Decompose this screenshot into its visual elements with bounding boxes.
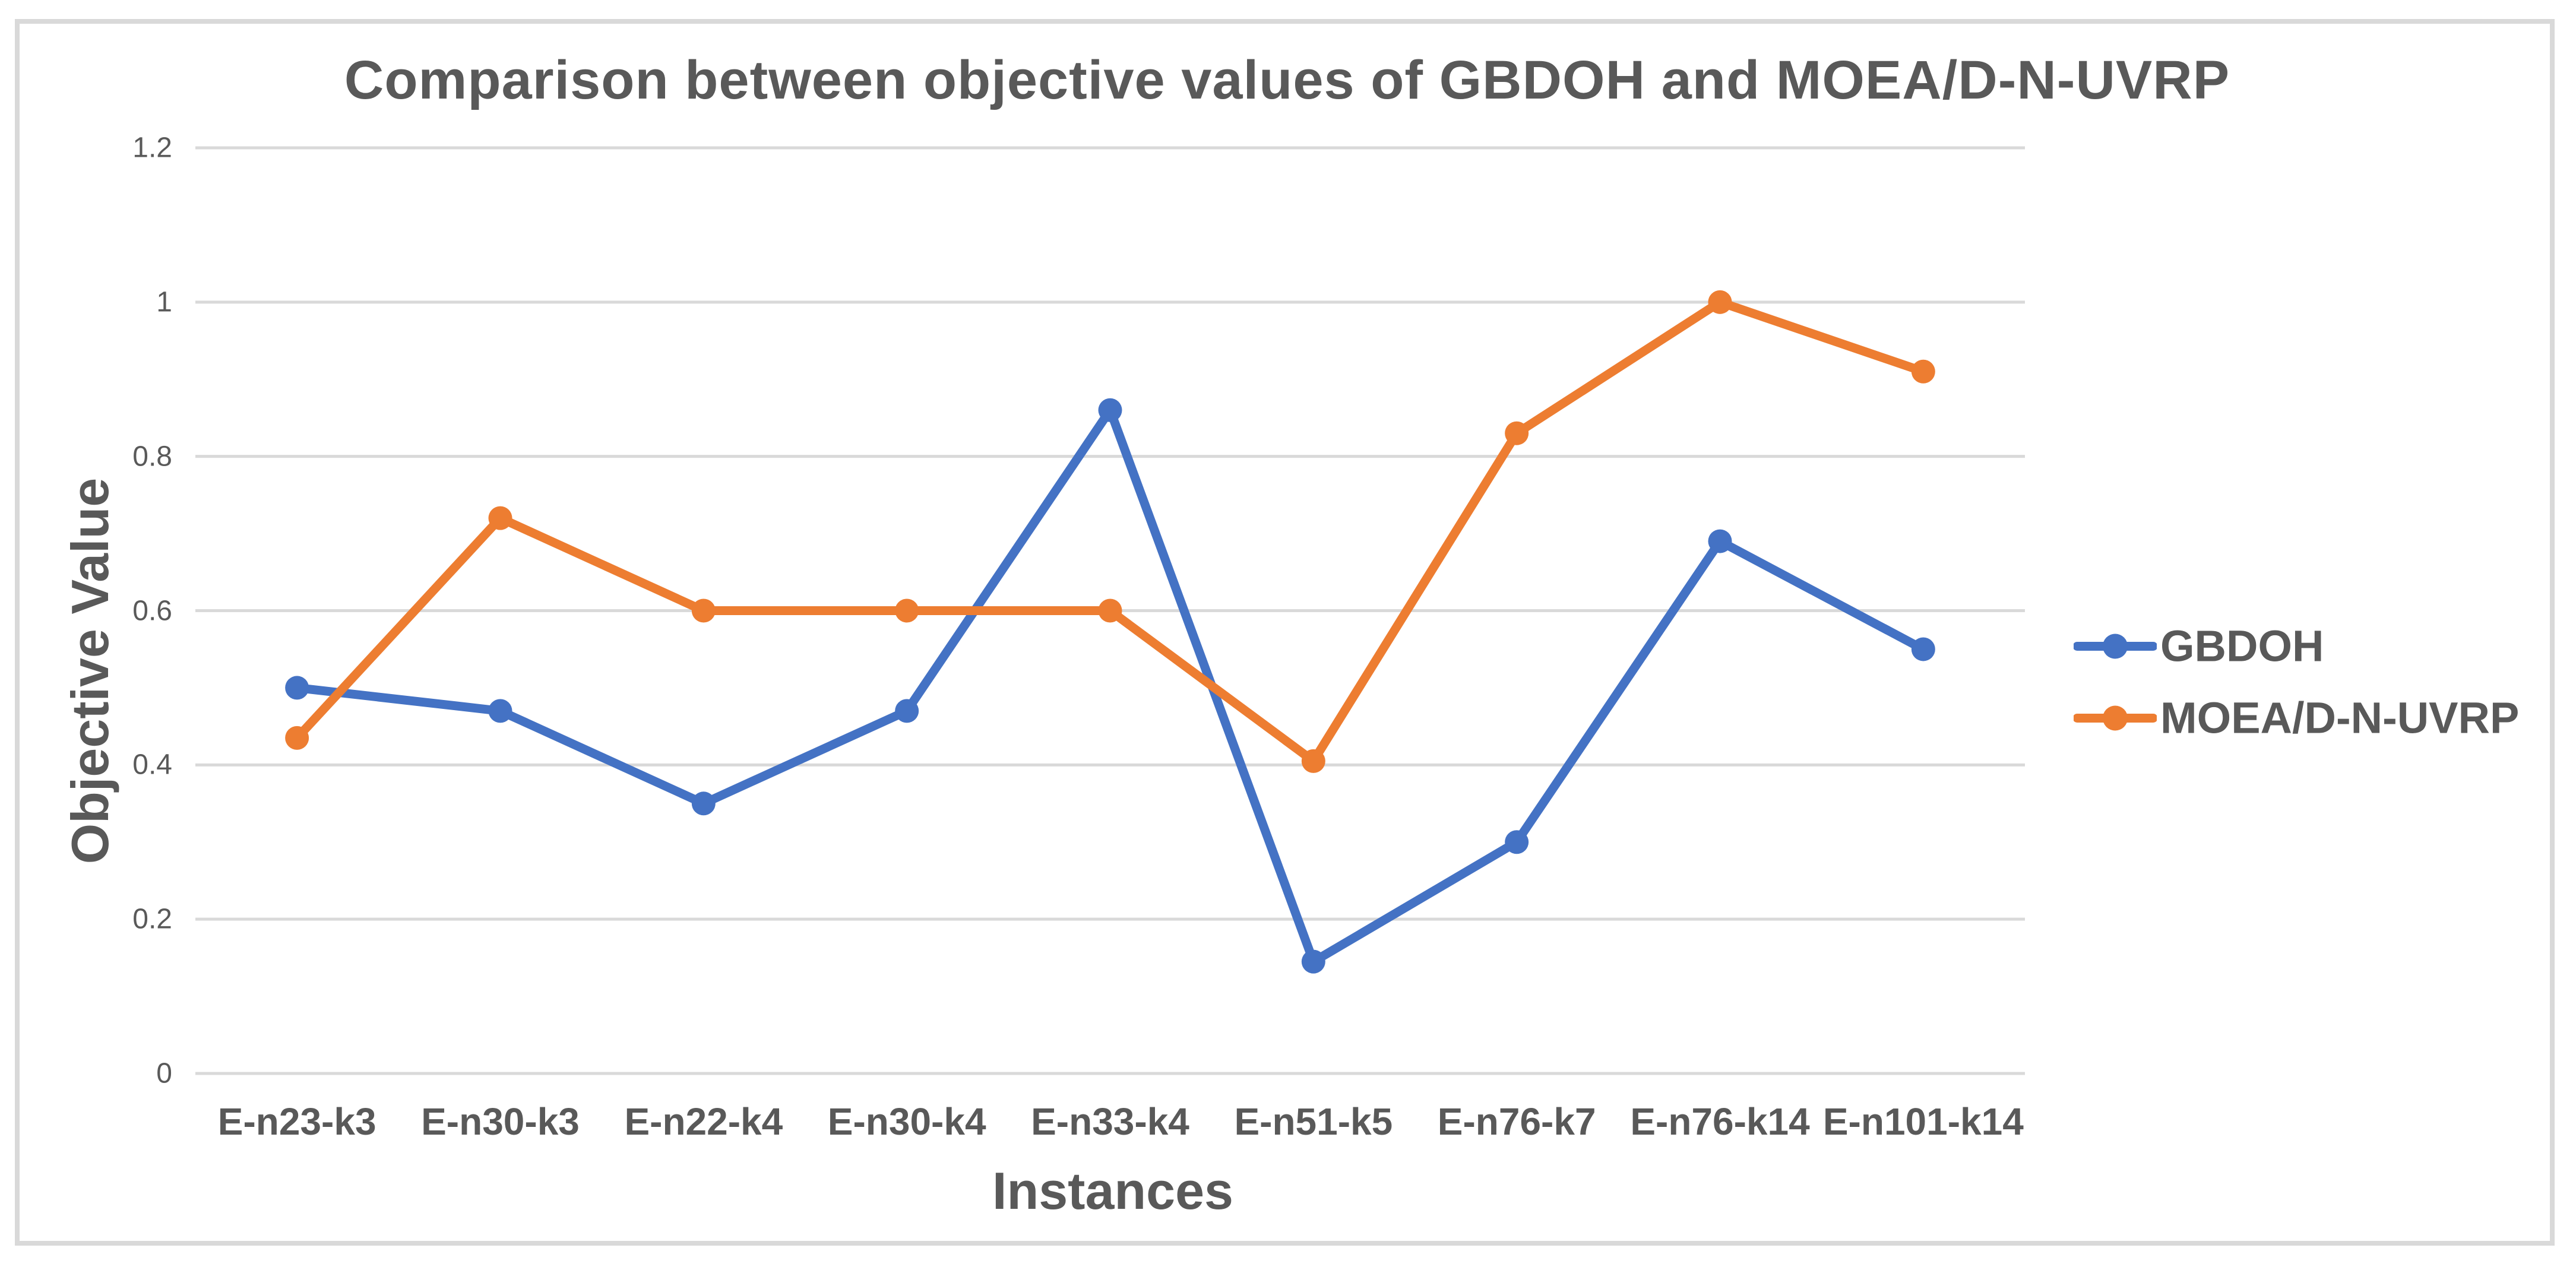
chart-frame-border bbox=[15, 19, 2555, 1246]
y-tick-label: 0 bbox=[156, 1057, 172, 1090]
x-tick-label: E-n30-k4 bbox=[827, 1100, 986, 1143]
legend-line-marker-icon bbox=[2074, 705, 2157, 730]
x-tick-label: E-n76-k7 bbox=[1437, 1100, 1596, 1143]
x-tick-label: E-n22-k4 bbox=[624, 1100, 783, 1143]
data-point-marker bbox=[1708, 290, 1732, 314]
data-point-marker bbox=[1505, 830, 1529, 854]
legend-item-moead-n-uvrp: MOEA/D-N-UVRP bbox=[2074, 693, 2519, 743]
data-point-marker bbox=[691, 791, 716, 816]
data-point-marker bbox=[1098, 398, 1122, 422]
y-tick-label: 0.8 bbox=[132, 441, 172, 473]
chart-title: Comparison between objective values of G… bbox=[344, 50, 2230, 110]
y-tick-label: 0.4 bbox=[132, 749, 172, 781]
series-line-0 bbox=[292, 406, 1928, 967]
data-point-marker bbox=[285, 726, 309, 750]
legend-label-moead-n-uvrp: MOEA/D-N-UVRP bbox=[2160, 693, 2520, 743]
data-point-marker bbox=[488, 506, 512, 530]
data-point-marker bbox=[1708, 529, 1732, 553]
y-axis-title: Objective Value bbox=[61, 477, 119, 864]
data-point-marker bbox=[488, 699, 512, 723]
legend-label-gbdoh: GBDOH bbox=[2160, 621, 2324, 671]
data-point-marker bbox=[895, 598, 919, 623]
series-line-1 bbox=[292, 297, 1928, 766]
y-tick-label: 0.2 bbox=[132, 903, 172, 935]
data-point-marker bbox=[1911, 637, 1935, 661]
data-point-marker bbox=[1098, 598, 1122, 623]
legend-item-gbdoh: GBDOH bbox=[2074, 621, 2324, 672]
data-point-marker bbox=[1301, 949, 1325, 974]
data-point-marker bbox=[895, 699, 919, 723]
x-axis-title: Instances bbox=[992, 1161, 1233, 1220]
data-point-marker bbox=[1301, 749, 1325, 773]
x-tick-label: E-n23-k3 bbox=[217, 1100, 376, 1143]
data-point-marker bbox=[1505, 421, 1529, 445]
y-tick-label: 1 bbox=[156, 286, 172, 318]
y-tick-label: 0.6 bbox=[132, 595, 172, 626]
y-tick-label: 1.2 bbox=[132, 132, 172, 164]
x-tick-label: E-n101-k14 bbox=[1822, 1100, 2024, 1143]
legend-line-marker-icon bbox=[2074, 634, 2157, 658]
data-point-marker bbox=[1911, 359, 1935, 384]
x-tick-label: E-n76-k14 bbox=[1630, 1100, 1810, 1143]
data-point-marker bbox=[285, 676, 309, 700]
data-point-marker bbox=[691, 598, 716, 623]
x-tick-label: E-n33-k4 bbox=[1031, 1100, 1189, 1143]
x-tick-label: E-n51-k5 bbox=[1234, 1100, 1393, 1143]
x-tick-label: E-n30-k3 bbox=[421, 1100, 580, 1143]
